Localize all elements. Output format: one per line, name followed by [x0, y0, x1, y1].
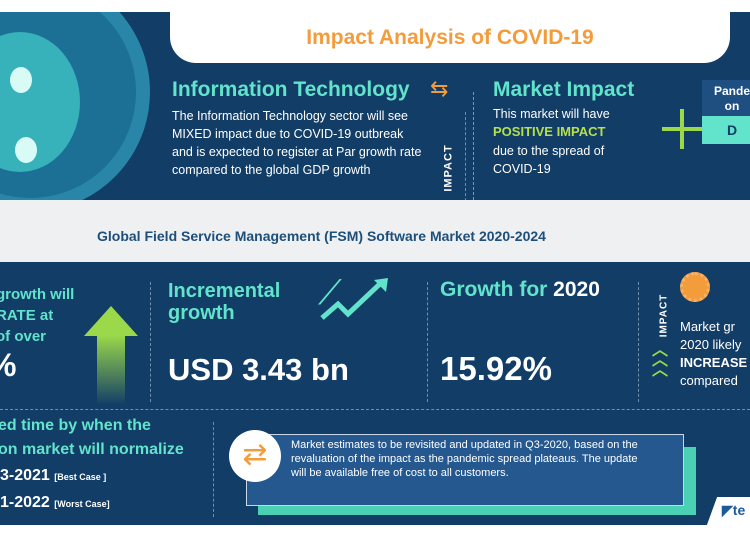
up-arrow-icon	[84, 306, 138, 336]
growth-value: 15.92%	[440, 350, 552, 387]
best-case-label: [Best Case ]	[54, 472, 107, 482]
normalize-line1: ed time by when the	[0, 417, 151, 434]
cagr-value: %	[0, 347, 16, 384]
positive-impact: POSITIVE IMPACT	[493, 124, 606, 139]
sector-title: Information Technology	[172, 78, 410, 101]
cagr-line2: RATE at	[0, 307, 54, 324]
growth-year: 2020	[553, 278, 600, 301]
pandemic-box: Pande on	[702, 80, 750, 116]
impact-right-line3: compared	[680, 373, 738, 388]
note-text: Market estimates to be revisited and upd…	[291, 439, 638, 479]
logo-text: te	[732, 502, 746, 518]
impact-label-right: IMPACT	[658, 293, 670, 338]
note-box: Market estimates to be revisited and upd…	[246, 434, 684, 506]
cagr-line3: of over	[0, 328, 47, 345]
impact-right-line2: 2020 likely	[680, 337, 742, 352]
incremental-title-1: Incremental	[168, 280, 281, 302]
growth-title: Growth for	[440, 278, 548, 301]
pandemic-value: D	[702, 116, 750, 144]
increase-text: INCREASE	[680, 355, 748, 370]
best-case-date: 3-2021	[0, 467, 50, 484]
market-title: Global Field Service Management (FSM) So…	[97, 228, 546, 244]
worst-case-label: [Worst Case]	[54, 499, 110, 509]
stats-panel: growth will RATE at of over % Incrementa…	[0, 262, 750, 525]
exchange-arrows-icon: ⇆	[430, 76, 449, 101]
trend-up-icon: ⟋	[318, 274, 342, 312]
market-title-band	[0, 200, 750, 262]
trend-chart-icon	[320, 278, 388, 320]
refresh-icon: ⇄	[229, 430, 281, 482]
market-impact-line1: This market will have	[493, 107, 610, 121]
incremental-title-2: growth	[168, 302, 235, 324]
incremental-value: USD 3.43 bn	[168, 352, 349, 387]
cagr-line1: growth will	[0, 286, 75, 303]
virus-orange-icon	[680, 272, 710, 302]
impact-label: IMPACT	[442, 144, 455, 192]
normalize-line2: on market will normalize	[0, 441, 184, 458]
logo-icon: ◤	[722, 502, 733, 518]
chevrons-up-icon: ︿ ︿ ︿	[652, 342, 669, 379]
impact-right-line1: Market gr	[680, 319, 735, 334]
market-impact-title: Market Impact	[493, 78, 635, 101]
title-card	[170, 0, 730, 63]
sector-text: The Information Technology sector will s…	[172, 109, 422, 177]
worst-case-date: 1-2022	[0, 494, 50, 511]
page-title: Impact Analysis of COVID-19	[306, 26, 594, 49]
market-impact-line2: due to the spread of COVID-19	[493, 144, 605, 176]
